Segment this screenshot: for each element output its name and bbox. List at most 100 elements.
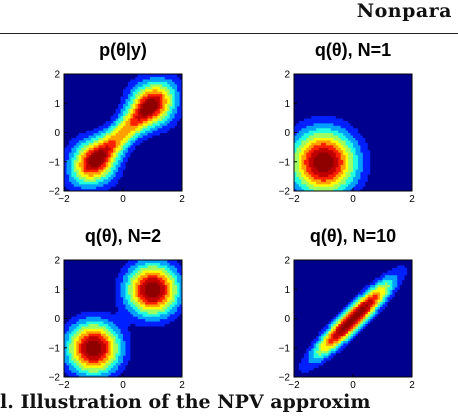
contour-cell [130, 108, 134, 112]
contour-cell [303, 93, 307, 97]
contour-cell [318, 122, 322, 126]
contour-cell [154, 115, 159, 119]
contour-cell [157, 93, 161, 97]
contour-cell [105, 186, 109, 190]
contour-cell [333, 117, 337, 121]
contour-cell [142, 159, 146, 163]
contour-cell [353, 76, 357, 80]
contour-cell [321, 147, 325, 151]
contour-cell [147, 76, 151, 80]
contour-cell [313, 122, 317, 126]
contour-cell [152, 142, 156, 146]
contour-cell [105, 159, 109, 163]
contour-cell [301, 86, 305, 90]
contour-cell [147, 169, 151, 173]
contour-cell [179, 137, 182, 141]
contour-cell [353, 108, 357, 112]
contour-cell [81, 122, 85, 126]
contour-cell [132, 171, 136, 175]
contour-cell [164, 76, 168, 80]
contour-cell [159, 78, 163, 82]
contour-cell [179, 372, 182, 376]
contour-cell [88, 115, 92, 119]
contour-cell [177, 81, 181, 85]
contour-cell [318, 117, 322, 121]
contour-cell [321, 78, 325, 82]
contour-cell [103, 130, 107, 134]
contour-cell [404, 98, 408, 102]
contour-cell [392, 103, 396, 107]
contour-cell [316, 178, 320, 182]
contour-cell [130, 149, 134, 153]
contour-cell [343, 108, 347, 112]
contour-cell [147, 110, 151, 114]
contour-cell [108, 103, 112, 107]
contour-cell [86, 132, 90, 136]
contour-cell [118, 164, 122, 168]
contour-cell [357, 149, 361, 153]
contour-cell [311, 125, 315, 129]
contour-cell [157, 173, 161, 177]
contour-cell [86, 171, 90, 175]
contour-cell [157, 108, 161, 112]
contour-cell [340, 115, 344, 119]
contour-cell [73, 159, 77, 163]
contour-cell [125, 364, 129, 368]
contour-cell [147, 367, 151, 371]
contour-cell [103, 132, 107, 136]
contour-cell [142, 156, 146, 160]
contour-cell [172, 83, 176, 87]
contour-cell [313, 115, 317, 119]
contour-cell [98, 367, 102, 371]
contour-cell [362, 108, 366, 112]
contour-cell [174, 78, 178, 82]
contour-cell [172, 132, 176, 136]
contour-cell [316, 117, 320, 121]
contour-cell [83, 176, 87, 180]
contour-cell [167, 154, 171, 158]
contour-cell [66, 110, 70, 114]
contour-cell [132, 122, 136, 126]
contour-cell [308, 115, 312, 119]
contour-cell [159, 362, 163, 366]
contour-cell [93, 78, 97, 82]
contour-cell [76, 78, 80, 82]
contour-cell [103, 103, 107, 107]
contour-cell [367, 117, 371, 121]
contour-cell [389, 166, 393, 170]
contour-cell [372, 76, 376, 80]
contour-cell [145, 372, 149, 376]
contour-cell [375, 88, 379, 92]
contour-cell [325, 164, 330, 168]
contour-cell [357, 122, 361, 126]
contour-cell [345, 142, 349, 146]
contour-cell [174, 369, 178, 373]
contour-cell [294, 159, 298, 163]
contour-cell [375, 142, 379, 146]
contour-cell [76, 105, 80, 109]
contour-cell [177, 372, 181, 376]
contour-cell [343, 171, 347, 175]
contour-cell [335, 176, 339, 180]
contour-cell [113, 149, 117, 153]
contour-cell [328, 183, 332, 187]
contour-cell [157, 159, 161, 163]
contour-cell [318, 113, 322, 117]
contour-cell [362, 117, 366, 121]
contour-cell [321, 98, 325, 102]
contour-cell [316, 139, 320, 143]
contour-cell [118, 76, 122, 80]
contour-cell [377, 120, 381, 124]
contour-cell [73, 364, 77, 368]
contour-cell [174, 74, 178, 78]
contour-cell [404, 100, 408, 104]
contour-cell [409, 134, 412, 138]
contour-cell [402, 86, 406, 90]
contour-cell [407, 76, 411, 80]
x-tick-label: 0 [120, 194, 126, 205]
contour-cell [316, 91, 320, 95]
contour-cell [118, 149, 122, 153]
contour-cell [159, 188, 163, 191]
contour-cell [375, 91, 379, 95]
contour-cell [81, 173, 85, 177]
